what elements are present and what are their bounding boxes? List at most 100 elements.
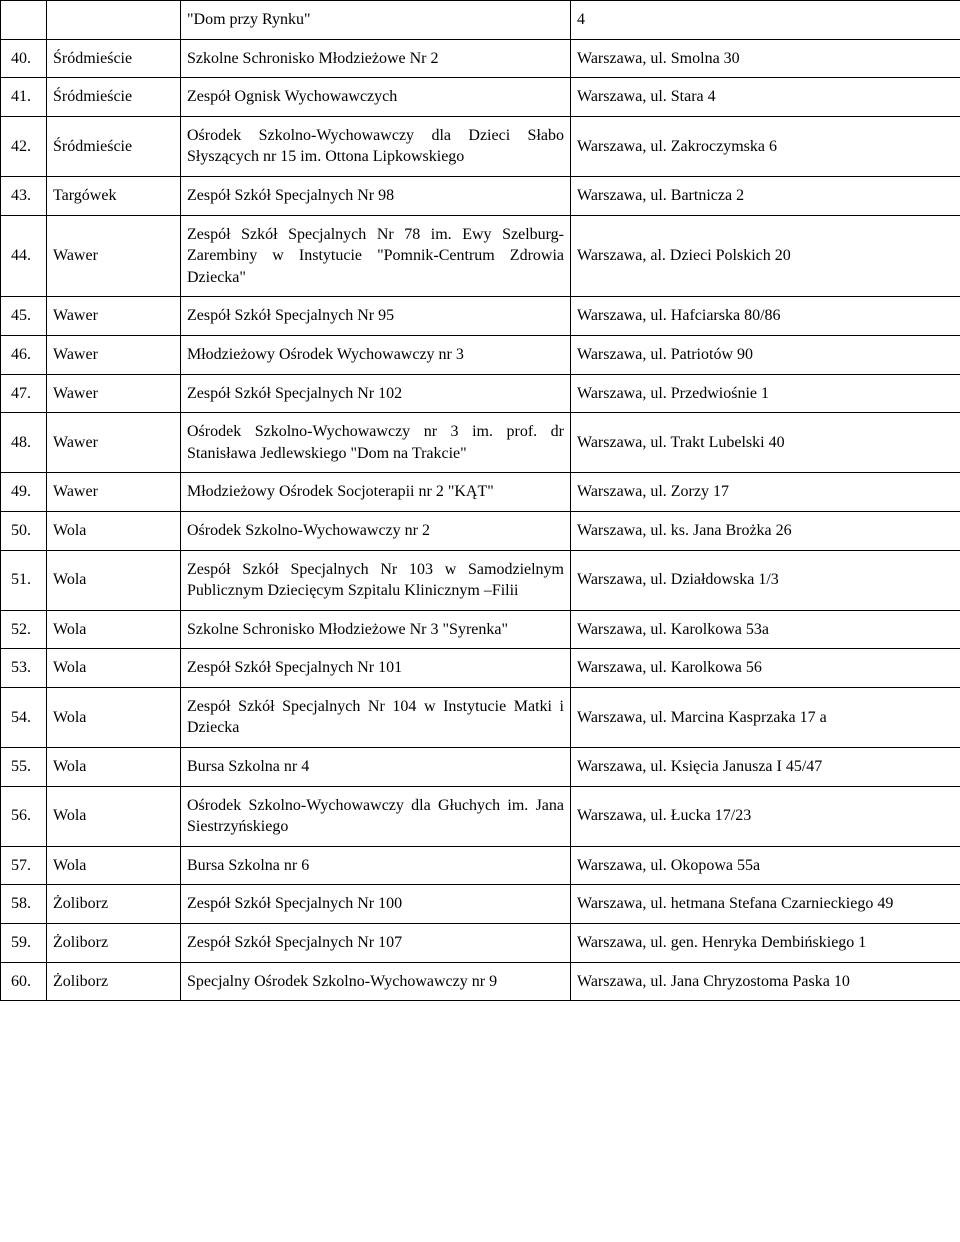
table-row: 49.WawerMłodzieżowy Ośrodek Socjoterapii… xyxy=(1,473,960,512)
cell-lp: 52. xyxy=(1,610,47,649)
cell-address: Warszawa, ul. Księcia Janusza I 45/47 xyxy=(571,748,960,787)
cell-district: Targówek xyxy=(47,176,181,215)
cell-lp: 53. xyxy=(1,649,47,688)
cell-district: Żoliborz xyxy=(47,962,181,1001)
cell-name: Ośrodek Szkolno-Wychowawczy dla Głuchych… xyxy=(181,786,571,846)
schools-table: "Dom przy Rynku"440.ŚródmieścieSzkolne S… xyxy=(0,0,960,1001)
table-row: 42.ŚródmieścieOśrodek Szkolno-Wychowawcz… xyxy=(1,116,960,176)
table-row: 57.WolaBursa Szkolna nr 6Warszawa, ul. O… xyxy=(1,846,960,885)
cell-name: Bursa Szkolna nr 6 xyxy=(181,846,571,885)
table-row: 51.WolaZespół Szkół Specjalnych Nr 103 w… xyxy=(1,550,960,610)
cell-address: Warszawa, ul. Działdowska 1/3 xyxy=(571,550,960,610)
cell-name: Zespół Szkół Specjalnych Nr 101 xyxy=(181,649,571,688)
table-row: 45.WawerZespół Szkół Specjalnych Nr 95Wa… xyxy=(1,297,960,336)
table-row: 50.WolaOśrodek Szkolno-Wychowawczy nr 2W… xyxy=(1,511,960,550)
cell-address: Warszawa, ul. Karolkowa 53a xyxy=(571,610,960,649)
cell-district: Wola xyxy=(47,846,181,885)
cell-lp: 46. xyxy=(1,335,47,374)
cell-lp: 56. xyxy=(1,786,47,846)
cell-address: Warszawa, al. Dzieci Polskich 20 xyxy=(571,215,960,297)
cell-lp: 40. xyxy=(1,39,47,78)
cell-address: Warszawa, ul. hetmana Stefana Czarniecki… xyxy=(571,885,960,924)
cell-district: Wola xyxy=(47,786,181,846)
cell-lp: 45. xyxy=(1,297,47,336)
table-row: 46.WawerMłodzieżowy Ośrodek Wychowawczy … xyxy=(1,335,960,374)
table-row: 55.WolaBursa Szkolna nr 4Warszawa, ul. K… xyxy=(1,748,960,787)
table-row: "Dom przy Rynku"4 xyxy=(1,1,960,40)
cell-lp: 47. xyxy=(1,374,47,413)
cell-name: Młodzieżowy Ośrodek Socjoterapii nr 2 "K… xyxy=(181,473,571,512)
cell-address: Warszawa, ul. Bartnicza 2 xyxy=(571,176,960,215)
cell-address: Warszawa, ul. Okopowa 55a xyxy=(571,846,960,885)
cell-district: Wola xyxy=(47,748,181,787)
table-row: 40.ŚródmieścieSzkolne Schronisko Młodzie… xyxy=(1,39,960,78)
cell-district: Żoliborz xyxy=(47,924,181,963)
cell-address: Warszawa, ul. Przedwiośnie 1 xyxy=(571,374,960,413)
cell-address: Warszawa, ul. Łucka 17/23 xyxy=(571,786,960,846)
table-row: 53.WolaZespół Szkół Specjalnych Nr 101Wa… xyxy=(1,649,960,688)
cell-district: Śródmieście xyxy=(47,116,181,176)
cell-district: Śródmieście xyxy=(47,39,181,78)
cell-address: Warszawa, ul. Karolkowa 56 xyxy=(571,649,960,688)
cell-name: Zespół Szkół Specjalnych Nr 103 w Samodz… xyxy=(181,550,571,610)
cell-name: Zespół Szkół Specjalnych Nr 95 xyxy=(181,297,571,336)
cell-lp: 44. xyxy=(1,215,47,297)
cell-name: Zespół Szkół Specjalnych Nr 98 xyxy=(181,176,571,215)
table-row: 60.ŻoliborzSpecjalny Ośrodek Szkolno-Wyc… xyxy=(1,962,960,1001)
cell-name: Zespół Szkół Specjalnych Nr 102 xyxy=(181,374,571,413)
cell-lp: 50. xyxy=(1,511,47,550)
cell-name: Bursa Szkolna nr 4 xyxy=(181,748,571,787)
cell-address: Warszawa, ul. Hafciarska 80/86 xyxy=(571,297,960,336)
cell-district: Wawer xyxy=(47,374,181,413)
cell-address: Warszawa, ul. Patriotów 90 xyxy=(571,335,960,374)
cell-district: Wola xyxy=(47,610,181,649)
cell-name: Zespół Szkół Specjalnych Nr 104 w Instyt… xyxy=(181,687,571,747)
cell-name: Specjalny Ośrodek Szkolno-Wychowawczy nr… xyxy=(181,962,571,1001)
cell-name: Szkolne Schronisko Młodzieżowe Nr 3 "Syr… xyxy=(181,610,571,649)
table-row: 47.WawerZespół Szkół Specjalnych Nr 102W… xyxy=(1,374,960,413)
cell-district xyxy=(47,1,181,40)
cell-district: Żoliborz xyxy=(47,885,181,924)
cell-district: Wola xyxy=(47,687,181,747)
cell-lp: 43. xyxy=(1,176,47,215)
cell-lp: 59. xyxy=(1,924,47,963)
cell-name: Zespół Szkół Specjalnych Nr 78 im. Ewy S… xyxy=(181,215,571,297)
cell-lp: 54. xyxy=(1,687,47,747)
cell-lp: 60. xyxy=(1,962,47,1001)
cell-lp: 49. xyxy=(1,473,47,512)
cell-lp: 58. xyxy=(1,885,47,924)
cell-district: Wola xyxy=(47,511,181,550)
table-row: 59.ŻoliborzZespół Szkół Specjalnych Nr 1… xyxy=(1,924,960,963)
cell-address: Warszawa, ul. Smolna 30 xyxy=(571,39,960,78)
cell-district: Wawer xyxy=(47,413,181,473)
cell-name: Szkolne Schronisko Młodzieżowe Nr 2 xyxy=(181,39,571,78)
cell-address: Warszawa, ul. Trakt Lubelski 40 xyxy=(571,413,960,473)
table-row: 52.WolaSzkolne Schronisko Młodzieżowe Nr… xyxy=(1,610,960,649)
cell-name: Zespół Ognisk Wychowawczych xyxy=(181,78,571,117)
cell-lp xyxy=(1,1,47,40)
table-row: 43.TargówekZespół Szkół Specjalnych Nr 9… xyxy=(1,176,960,215)
cell-name: Ośrodek Szkolno-Wychowawczy nr 2 xyxy=(181,511,571,550)
table-row: 44.WawerZespół Szkół Specjalnych Nr 78 i… xyxy=(1,215,960,297)
table-row: 54.WolaZespół Szkół Specjalnych Nr 104 w… xyxy=(1,687,960,747)
cell-name: Zespół Szkół Specjalnych Nr 100 xyxy=(181,885,571,924)
table-row: 58.ŻoliborzZespół Szkół Specjalnych Nr 1… xyxy=(1,885,960,924)
table-row: 48.WawerOśrodek Szkolno-Wychowawczy nr 3… xyxy=(1,413,960,473)
cell-district: Śródmieście xyxy=(47,78,181,117)
cell-district: Wawer xyxy=(47,473,181,512)
cell-district: Wawer xyxy=(47,297,181,336)
cell-lp: 57. xyxy=(1,846,47,885)
cell-lp: 51. xyxy=(1,550,47,610)
cell-address: Warszawa, ul. Jana Chryzostoma Paska 10 xyxy=(571,962,960,1001)
cell-address: 4 xyxy=(571,1,960,40)
cell-address: Warszawa, ul. Stara 4 xyxy=(571,78,960,117)
cell-district: Wawer xyxy=(47,215,181,297)
cell-address: Warszawa, ul. ks. Jana Brożka 26 xyxy=(571,511,960,550)
cell-address: Warszawa, ul. Marcina Kasprzaka 17 a xyxy=(571,687,960,747)
cell-lp: 42. xyxy=(1,116,47,176)
cell-lp: 41. xyxy=(1,78,47,117)
cell-name: Ośrodek Szkolno-Wychowawczy nr 3 im. pro… xyxy=(181,413,571,473)
table-row: 41.ŚródmieścieZespół Ognisk Wychowawczyc… xyxy=(1,78,960,117)
cell-address: Warszawa, ul. Zakroczymska 6 xyxy=(571,116,960,176)
cell-lp: 55. xyxy=(1,748,47,787)
